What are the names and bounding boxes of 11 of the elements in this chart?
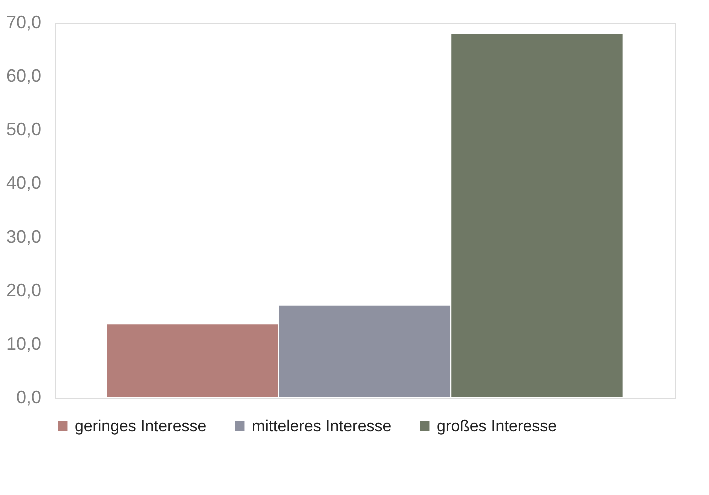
legend-label: großes Interesse bbox=[437, 418, 558, 436]
y-tick-label: 30,0 bbox=[6, 226, 42, 247]
y-tick-label: 20,0 bbox=[6, 280, 42, 300]
legend-label: mitteleres Interesse bbox=[252, 418, 392, 436]
y-tick-label: 50,0 bbox=[6, 120, 42, 140]
legend-label: geringes Interesse bbox=[75, 418, 207, 436]
y-tick-label: 10,0 bbox=[6, 334, 42, 354]
y-tick-label: 0,0 bbox=[16, 388, 42, 408]
y-tick-label: 60,0 bbox=[6, 66, 42, 86]
y-tick-label: 40,0 bbox=[6, 173, 42, 194]
y-tick-label: 70,0 bbox=[6, 12, 42, 32]
